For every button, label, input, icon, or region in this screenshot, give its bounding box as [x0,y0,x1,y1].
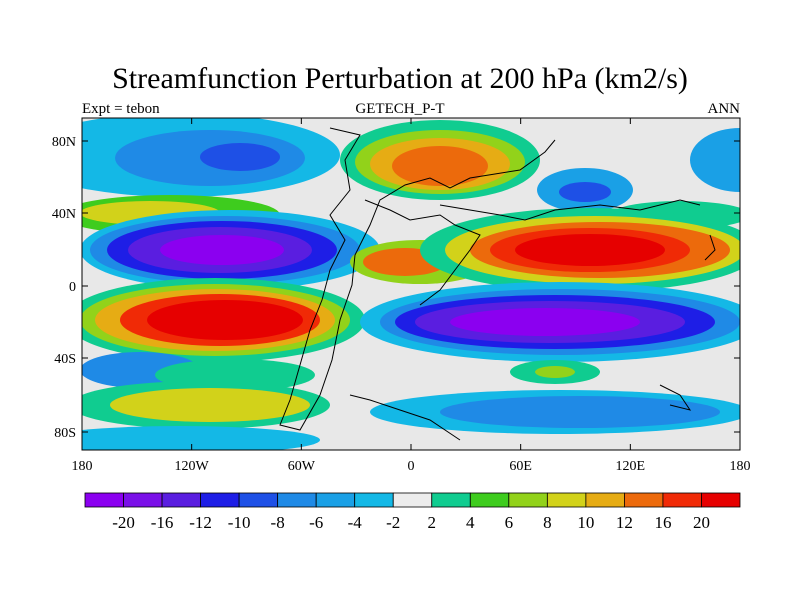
lat-label: 0 [69,280,76,295]
colorbar-swatch [238,492,279,508]
season-label: ANN [707,101,741,117]
contour-far-s [82,426,320,450]
lat-label: 80S [54,426,76,441]
colorbar-label: 2 [428,513,437,532]
colorbar-swatch [546,492,587,508]
contour-n-eurasia-4 [392,146,488,186]
experiment-label: Expt = tebon [82,101,160,117]
contour-ne-outer [690,128,740,192]
colorbar-label: -20 [112,513,135,532]
contour-n-asia-core [559,182,611,202]
lat-label: 40N [52,207,76,222]
colorbar-label: 6 [505,513,514,532]
colorbar-label: -12 [189,513,212,532]
colorbar-swatch [701,492,741,508]
colorbar-label: 12 [616,513,633,532]
colorbar-label: -6 [309,513,323,532]
lon-label: 60E [509,459,532,474]
contour-pac-n-5 [160,235,284,265]
colorbar-swatch [123,492,163,508]
contour-pac-s-5 [147,300,303,340]
colorbar-swatch [84,492,124,508]
colorbar-label: -8 [271,513,285,532]
colorbar-swatch [431,492,471,508]
colorbar-swatch [277,492,317,508]
lon-label: 180 [72,459,93,474]
colorbar-label: 4 [466,513,475,532]
longitude-axis: 180 120W 60W 0 60E 120E 180 [72,118,751,474]
latitude-axis: 80N 40N 0 40S 80S [52,135,740,441]
lon-label: 60W [288,459,316,474]
colorbar-label: 20 [693,513,710,532]
colorbar-swatch [354,492,394,508]
lat-label: 40S [54,352,76,367]
colorbar-swatch [662,492,702,508]
colorbar: -20 -16 -12 -10 -8 -6 -4 -2 2 4 6 8 10 12 16 20 [84,492,741,532]
contour-ind-s-5 [450,308,640,336]
model-label: GETECH_P-T [355,101,445,117]
colorbar-swatch [200,492,240,508]
lat-label: 80N [52,135,76,150]
colorbar-swatch [392,492,433,508]
lon-label: 120E [616,459,646,474]
lon-label: 0 [408,459,415,474]
colorbar-swatch [315,492,356,508]
contour-s-ind-pos-2 [535,366,575,378]
colorbar-swatch [508,492,548,508]
contour-field [82,118,740,450]
colorbar-swatch [161,492,201,508]
colorbar-swatch [585,492,625,508]
lon-label: 120W [175,459,210,474]
plot-title: Streamfunction Perturbation at 200 hPa (… [112,62,688,95]
colorbar-label: 8 [543,513,552,532]
contour-asia-n-5 [515,234,665,266]
colorbar-swatch [624,492,664,508]
colorbar-label: -4 [348,513,363,532]
colorbar-swatch [469,492,510,508]
colorbar-label: 16 [654,513,671,532]
colorbar-label: -16 [151,513,174,532]
colorbar-label: -2 [386,513,400,532]
coastlines [279,127,716,441]
colorbar-label: 10 [577,513,594,532]
contour-s-ind-neg-2 [440,396,720,428]
lon-label: 180 [730,459,751,474]
colorbar-label: -10 [228,513,251,532]
contour-s-band-2 [110,388,310,422]
contour-nw-core [200,143,280,171]
